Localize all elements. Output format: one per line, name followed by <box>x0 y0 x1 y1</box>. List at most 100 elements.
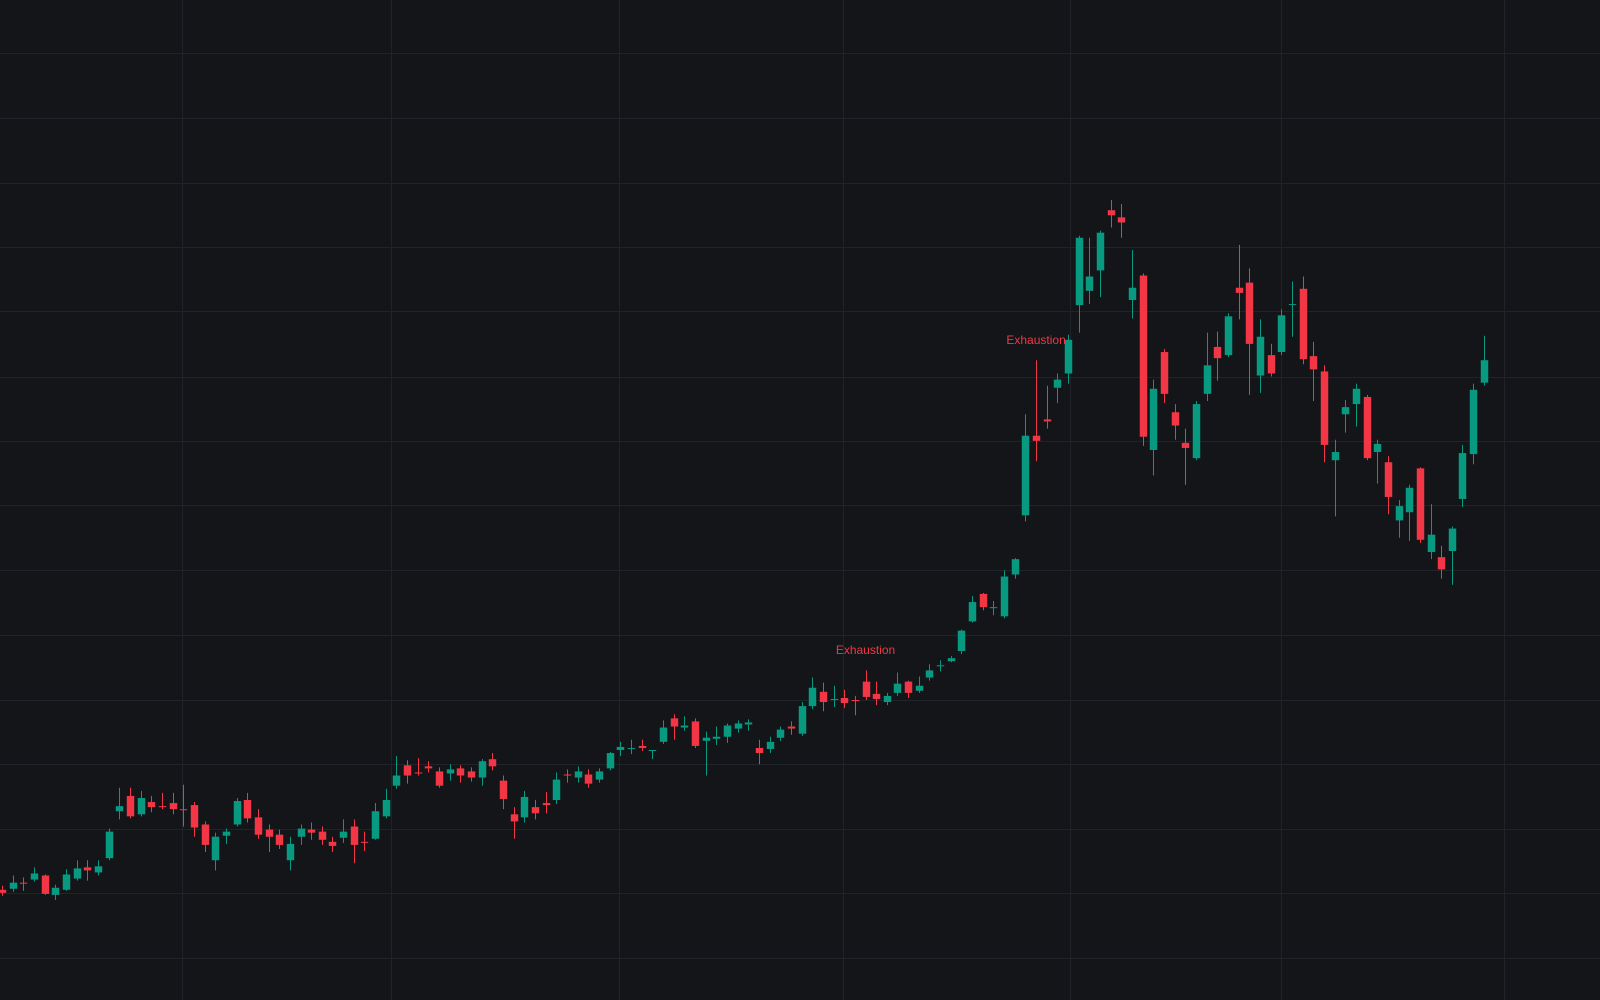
candle-body <box>883 695 892 703</box>
candle-body <box>435 771 444 786</box>
candle-body <box>840 697 849 704</box>
candle-body <box>254 817 263 835</box>
candle-body <box>1021 435 1030 516</box>
candle-body <box>702 737 711 741</box>
candle-body <box>851 700 860 702</box>
candle-body <box>776 729 785 738</box>
candle-body <box>201 824 210 845</box>
candle-body <box>1043 419 1052 422</box>
candle-body <box>1267 355 1276 374</box>
candle-body <box>0 889 7 893</box>
candle-body <box>808 687 817 707</box>
candle-body <box>1480 360 1489 383</box>
candle-body <box>169 803 178 810</box>
candle-body <box>989 607 998 609</box>
candle-body <box>1373 443 1382 453</box>
candle-body <box>265 829 274 837</box>
candle-body <box>1213 346 1222 359</box>
candle-body <box>179 809 188 811</box>
candle-body <box>1437 557 1446 570</box>
candle-body <box>904 681 913 693</box>
candle-body <box>1469 389 1478 455</box>
candle-body <box>606 753 615 769</box>
candle-body <box>83 867 92 871</box>
candle-body <box>1320 371 1329 445</box>
candle-body <box>787 726 796 729</box>
candle-body <box>659 727 668 742</box>
candle-body <box>1000 576 1009 617</box>
candle-body <box>893 683 902 693</box>
candle-body <box>360 841 369 843</box>
candle-body <box>979 593 988 608</box>
candle-body <box>392 775 401 786</box>
candle-body <box>1235 287 1244 293</box>
candle-body <box>424 766 433 769</box>
candle-body <box>382 800 391 817</box>
candle-body <box>1352 388 1361 405</box>
candle-body <box>755 747 764 754</box>
candle-body <box>1288 304 1297 306</box>
candle-body <box>595 771 604 780</box>
candle-body <box>446 769 455 774</box>
candle-body <box>1405 487 1414 513</box>
candle-body <box>158 806 167 808</box>
candle-body <box>957 630 966 652</box>
candle-body <box>147 802 156 808</box>
candle-body <box>414 772 423 774</box>
candle-body <box>744 722 753 725</box>
candle-body <box>1458 453 1467 499</box>
candle-body <box>137 797 146 815</box>
candle-body <box>1395 506 1404 521</box>
candle-body <box>627 747 636 749</box>
candle-body <box>1224 316 1233 356</box>
candle-body <box>680 725 689 728</box>
candle-body <box>41 875 50 894</box>
candle-body <box>691 721 700 746</box>
candle-body <box>297 828 306 837</box>
candle-body <box>456 768 465 776</box>
candle-body <box>1075 237 1084 306</box>
candle-body <box>318 831 327 840</box>
candle-body <box>275 834 284 845</box>
candle-body <box>115 806 124 812</box>
candle-body <box>233 801 242 825</box>
candle-body <box>1064 339 1073 374</box>
candle-body <box>584 774 593 784</box>
candle-body <box>1203 365 1212 394</box>
candle-body <box>222 831 231 836</box>
candle-body <box>1128 287 1137 300</box>
candle-body <box>925 670 934 678</box>
candle-body <box>1299 288 1308 360</box>
candle-body <box>1032 435 1041 441</box>
candle-body <box>1171 412 1180 426</box>
candle-body <box>62 874 71 890</box>
candle-body <box>1096 232 1105 271</box>
candle-body <box>1085 276 1094 291</box>
candle-body <box>766 741 775 749</box>
candle-body <box>1160 352 1169 394</box>
candle-body <box>872 693 881 699</box>
annotation: Exhaustion <box>836 643 895 657</box>
candle-body <box>1448 528 1457 552</box>
candle-body <box>670 718 679 727</box>
candle-body <box>339 831 348 838</box>
candle-body <box>1277 315 1286 353</box>
candle-body <box>616 746 625 750</box>
candle-body <box>211 836 220 861</box>
candle-body <box>286 843 295 861</box>
candle-body <box>531 807 540 814</box>
candle-body <box>467 771 476 778</box>
candle-body <box>734 723 743 729</box>
candle-body <box>1427 534 1436 553</box>
candle-body <box>1363 396 1372 459</box>
candle-body <box>510 814 519 822</box>
candle-body <box>1309 356 1318 370</box>
candle-body <box>371 811 380 839</box>
candle-body <box>30 873 39 880</box>
candle-body <box>243 800 252 819</box>
candle-body <box>1139 275 1148 437</box>
candle-body <box>1149 388 1158 450</box>
candle-body <box>190 805 199 828</box>
